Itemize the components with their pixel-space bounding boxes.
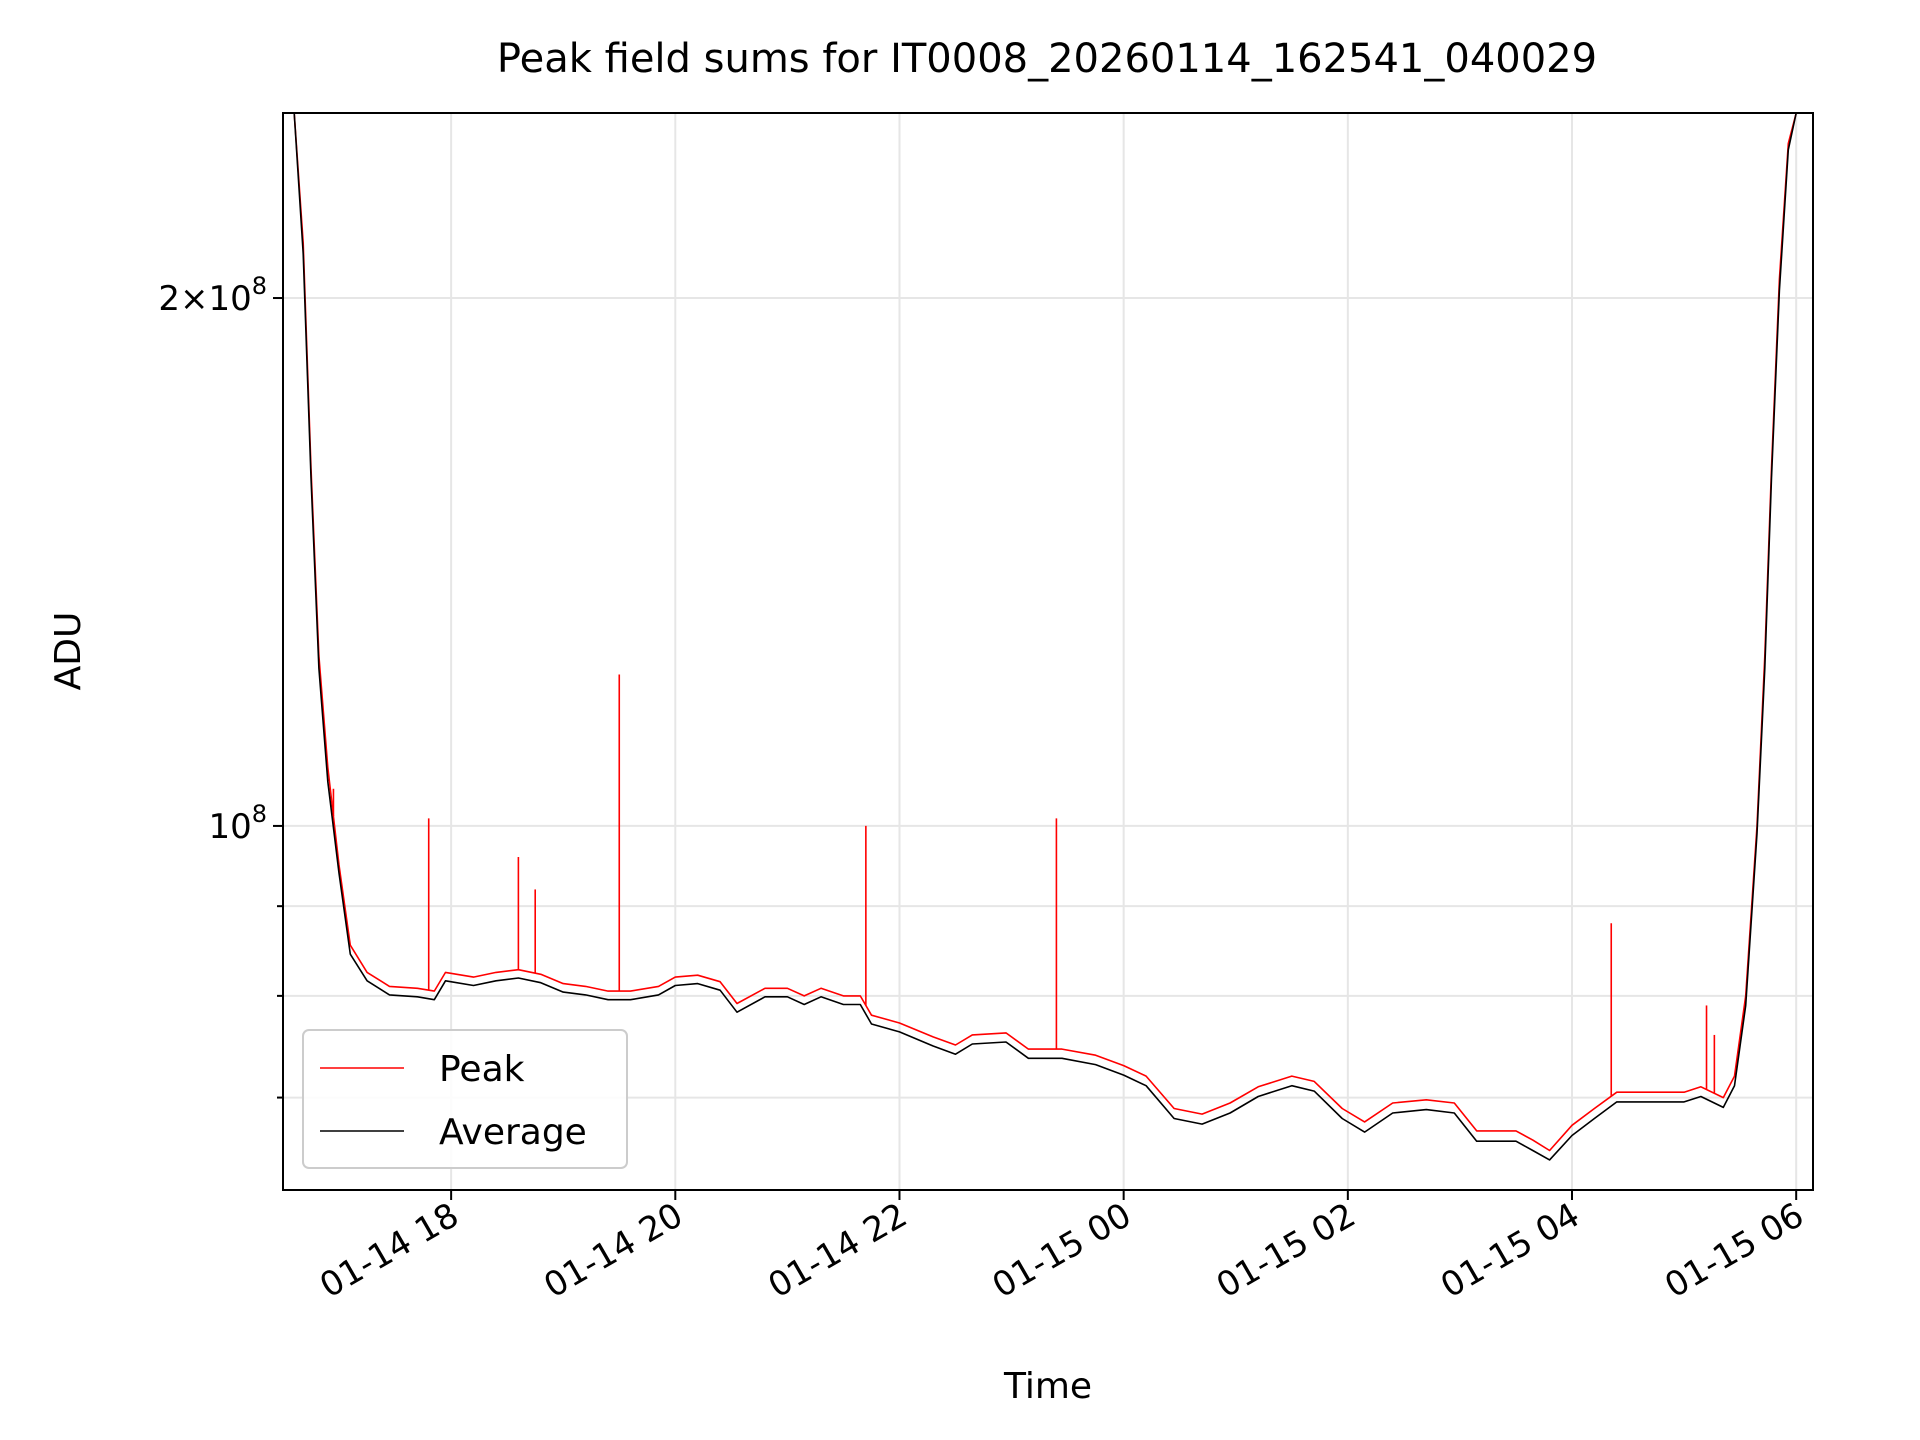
legend-average-label: Average <box>439 1112 587 1153</box>
series-line-average <box>293 113 1797 1161</box>
y-axis: 108 2×108 <box>158 272 283 1099</box>
x-axis-label: Time <box>1003 1366 1092 1407</box>
plot-series <box>293 113 1797 1161</box>
chart-title: Peak field sums for IT0008_20260114_1625… <box>497 36 1597 82</box>
plot-frame <box>282 112 1814 1191</box>
legend-box <box>302 1029 628 1169</box>
y-tick-label: 2×108 <box>158 272 267 319</box>
legend: Peak Average <box>302 1029 628 1169</box>
grid-lines <box>283 113 1813 1190</box>
series-line-peak <box>293 113 1797 1152</box>
legend-peak-label: Peak <box>439 1049 525 1090</box>
y-axis-label: ADU <box>48 612 89 691</box>
y-tick-label: 108 <box>208 800 267 847</box>
